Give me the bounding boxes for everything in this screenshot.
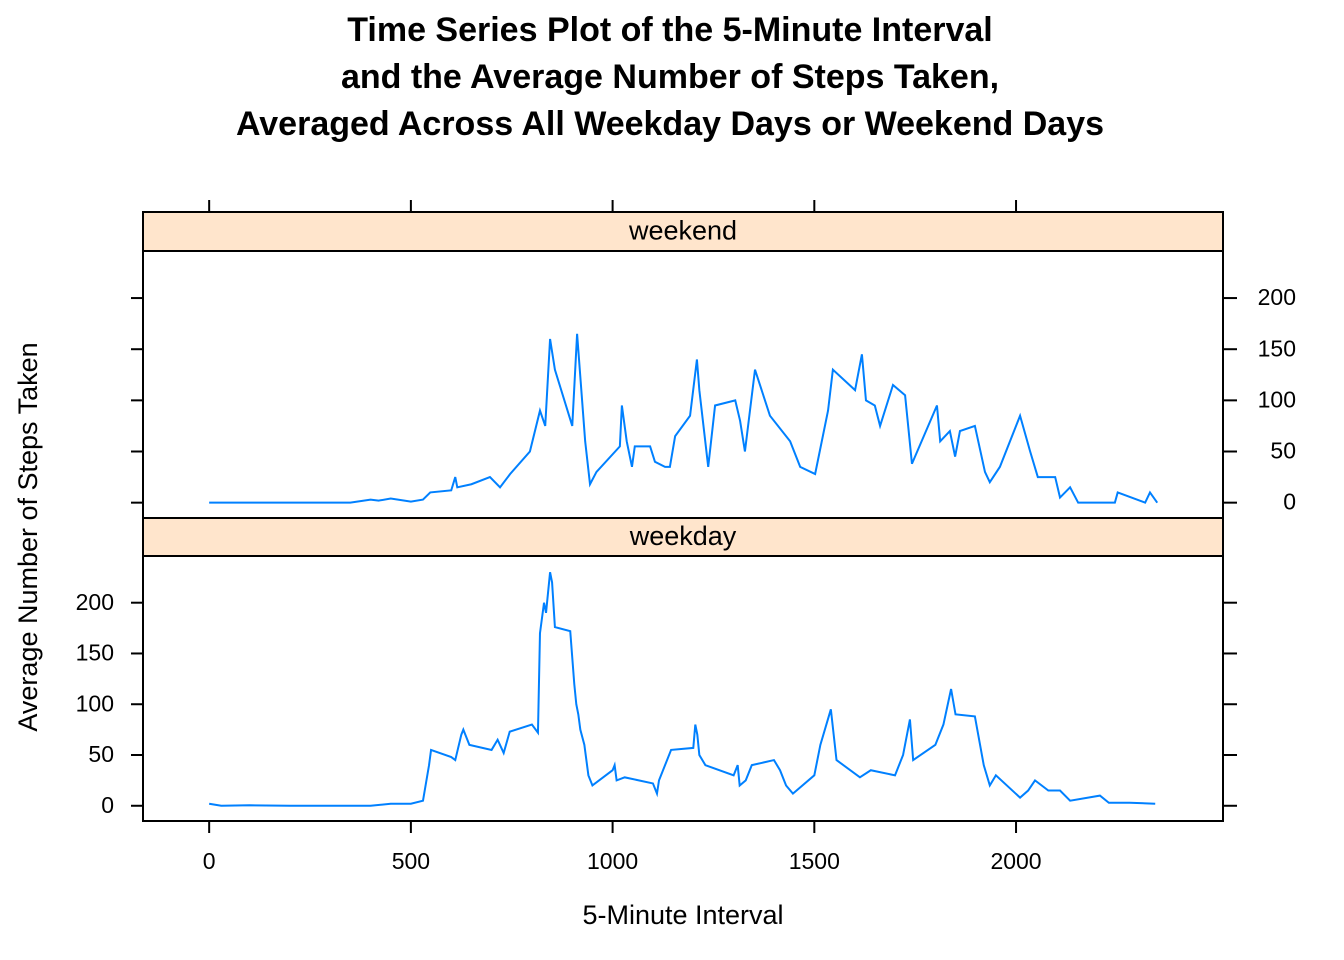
series-line: [209, 333, 1159, 504]
chart-title: and the Average Number of Steps Taken,: [341, 58, 999, 96]
panel: [142, 250, 1224, 519]
x-tick-label: 1000: [587, 848, 638, 874]
y-axis-label: Average Number of Steps Taken: [13, 342, 43, 731]
y-tick-label: 50: [88, 741, 114, 767]
chart-title: Averaged Across All Weekday Days or Week…: [236, 105, 1104, 143]
chart-title: Time Series Plot of the 5-Minute Interva…: [347, 11, 993, 49]
strip: [142, 517, 1224, 557]
y-tick-label: 100: [1258, 386, 1296, 412]
y-tick-label: 200: [1258, 284, 1296, 310]
x-tick-label: 1500: [789, 848, 840, 874]
x-tick-label: 0: [203, 848, 216, 874]
y-tick-label: 100: [76, 690, 114, 716]
y-tick-label: 0: [101, 792, 114, 818]
y-tick-label: 150: [76, 640, 114, 666]
y-tick-label: 50: [1270, 438, 1296, 464]
panel: [142, 555, 1224, 822]
strip-label: weekend: [628, 216, 737, 246]
y-tick-label: 200: [76, 589, 114, 615]
y-tick-label: 0: [1283, 489, 1296, 515]
x-tick-label: 2000: [990, 848, 1041, 874]
series-line: [208, 572, 1156, 807]
x-axis-label: 5-Minute Interval: [582, 900, 783, 930]
x-tick-label: 500: [392, 848, 430, 874]
strip: [142, 211, 1224, 252]
y-tick-label: 150: [1258, 335, 1296, 361]
strip-label: weekday: [629, 521, 737, 551]
